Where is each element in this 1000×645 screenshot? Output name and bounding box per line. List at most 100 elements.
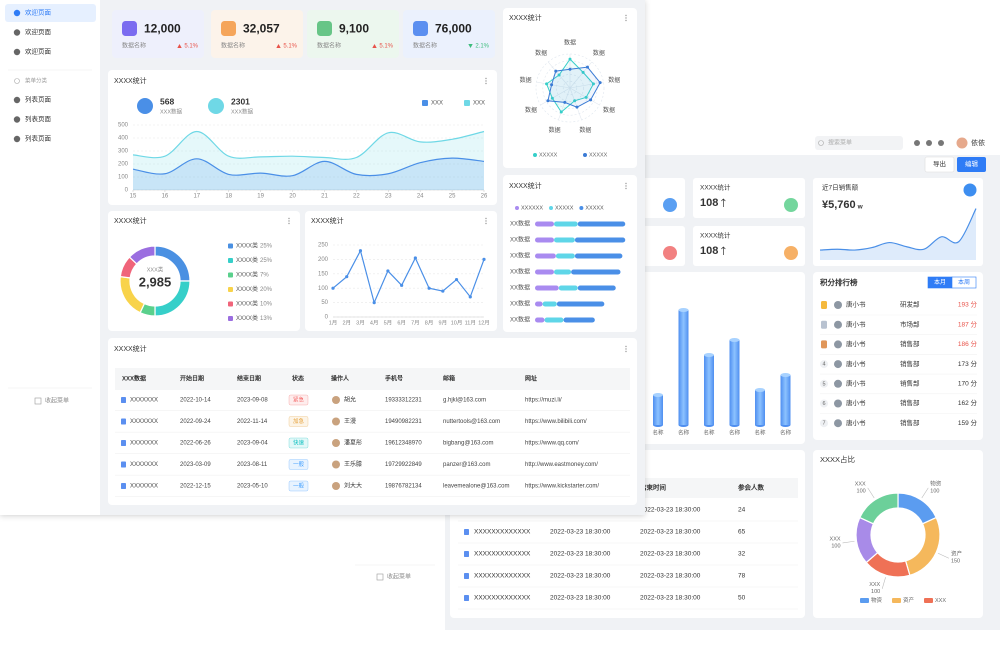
section-icon — [14, 78, 20, 84]
cell: https://www.kickstarter.com/ — [525, 484, 599, 490]
radar-spoke — [569, 87, 600, 106]
cell: nuttertools@163.com — [443, 419, 500, 425]
cell: 32 — [738, 551, 746, 558]
axis-label: 数据 — [549, 126, 561, 134]
cell: 2022-09-24 — [180, 419, 211, 425]
bar-segment — [535, 285, 559, 291]
score: 187 分 — [958, 319, 978, 328]
x-tick-label: 名称 — [754, 428, 766, 436]
bar-segment — [535, 253, 556, 259]
bar-cap — [755, 388, 765, 392]
button-label[interactable]: 导出 — [933, 159, 946, 168]
tab-label[interactable]: 本周 — [958, 278, 970, 286]
collapse-button[interactable]: 收起菜单 — [45, 397, 69, 405]
menu-icon — [13, 29, 21, 36]
category-label: XX数据 — [510, 300, 530, 308]
y-tick-label: 500 — [118, 123, 129, 129]
more-icon — [625, 17, 627, 19]
cell: 2022-10-14 — [180, 398, 211, 404]
avatar — [834, 301, 842, 309]
slice — [858, 492, 899, 525]
menu-icon — [13, 9, 21, 17]
collapse-button[interactable]: 收起菜单 — [387, 573, 411, 581]
button[interactable] — [957, 157, 986, 172]
tab[interactable] — [951, 276, 977, 289]
point — [482, 257, 486, 261]
legend-label: XXXX类 — [236, 314, 258, 322]
score: 170 分 — [958, 379, 978, 388]
status-label: 快速 — [293, 438, 305, 446]
cell: http://www.eastmoney.com/ — [525, 462, 598, 468]
point — [598, 81, 602, 85]
bar-cap — [729, 338, 740, 342]
leader-line — [867, 487, 875, 499]
menu-item[interactable]: 欢迎页面 — [25, 47, 52, 56]
menu-item[interactable]: 欢迎页面 — [25, 27, 52, 36]
button[interactable] — [924, 156, 955, 173]
legend-swatch — [892, 598, 901, 603]
stat-icon — [784, 246, 798, 260]
cell: 刘大大 — [344, 482, 362, 490]
rank: 5 — [822, 381, 825, 387]
bar-cap — [678, 308, 689, 312]
legend-swatch — [464, 100, 470, 106]
y-tick-label: 100 — [318, 286, 329, 292]
menu-item[interactable]: 列表页面 — [25, 95, 52, 104]
medal-icon — [821, 340, 827, 349]
cell: 65 — [738, 529, 746, 536]
x-tick-label: 名称 — [652, 428, 664, 436]
doc-icon — [464, 595, 469, 601]
y-tick-label: 50 — [321, 300, 328, 306]
more-icon — [625, 187, 627, 190]
axis-label: 数据 — [564, 39, 576, 47]
legend-marker — [533, 153, 537, 157]
slice-label: XXX — [869, 582, 880, 588]
slice-value: 100 — [857, 488, 866, 494]
x-tick-label: 23 — [385, 194, 392, 200]
point — [575, 105, 579, 109]
legend-label: XXX — [473, 101, 485, 107]
category-label: XX数据 — [510, 252, 530, 260]
category-label: XX数据 — [510, 316, 530, 324]
menu-item[interactable]: 欢迎页面 — [25, 8, 52, 17]
bar-segment — [558, 285, 578, 291]
doc-icon — [121, 440, 126, 446]
avatar — [834, 340, 842, 349]
radar-ring — [549, 67, 591, 109]
medal-icon — [821, 320, 827, 329]
tab-label[interactable]: 本月 — [934, 278, 946, 286]
cell: 19333312231 — [385, 398, 422, 404]
stat-label: XXXX统计 — [700, 231, 731, 240]
line — [332, 249, 485, 305]
x-tick-label: 17 — [193, 194, 200, 200]
more-icon — [485, 222, 487, 225]
more-icon — [485, 217, 487, 220]
search-box[interactable] — [815, 136, 903, 150]
menu-item[interactable]: 列表页面 — [25, 114, 52, 123]
column-header: 结束时间 — [640, 483, 667, 492]
collapse-icon — [34, 397, 42, 405]
active-item — [5, 4, 96, 22]
point — [584, 95, 588, 99]
legend-label: XXX — [431, 101, 443, 107]
status-label: 一般 — [293, 460, 305, 468]
menu-item[interactable]: 列表页面 — [25, 134, 52, 143]
name: 唐小书 — [846, 319, 866, 328]
stat-label: 数据名称 — [122, 42, 146, 50]
bar-segment — [571, 269, 621, 275]
doc-icon — [121, 418, 126, 425]
legend-marker — [549, 206, 554, 210]
status-tag — [288, 459, 309, 470]
stat-icon — [663, 198, 677, 212]
avatar — [834, 320, 842, 329]
name: 唐小书 — [846, 418, 866, 427]
bar-cap — [704, 353, 714, 357]
slice-label: XXX — [855, 481, 866, 487]
more-icon — [288, 217, 290, 220]
button-label[interactable]: 编辑 — [965, 159, 979, 168]
legend-value: 13% — [260, 316, 273, 322]
legend-label: XXXX类 — [236, 256, 258, 264]
y-tick-label: 200 — [118, 162, 129, 168]
cell: 24 — [738, 507, 746, 514]
